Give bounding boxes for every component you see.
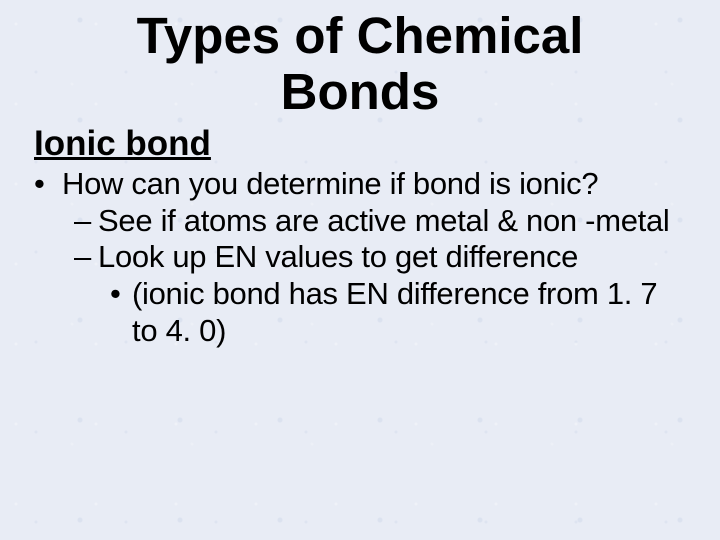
dash-marker: – xyxy=(74,203,98,240)
bullet-level-2: –See if atoms are active metal & non -me… xyxy=(74,203,690,240)
bullet-level-1: •How can you determine if bond is ionic? xyxy=(34,166,690,203)
bullet-text: (ionic bond has EN difference from 1. 7 … xyxy=(132,276,686,349)
section-heading: Ionic bond xyxy=(34,124,690,164)
dash-marker: – xyxy=(74,239,98,276)
bullet-marker: • xyxy=(34,166,62,203)
bullet-marker: • xyxy=(110,276,132,313)
slide-title: Types of Chemical Bonds xyxy=(30,8,690,120)
bullet-level-2: –Look up EN values to get difference xyxy=(74,239,690,276)
bullet-text: Look up EN values to get difference xyxy=(98,239,686,276)
bullet-level-3: •(ionic bond has EN difference from 1. 7… xyxy=(110,276,690,349)
bullet-text: See if atoms are active metal & non -met… xyxy=(98,203,686,240)
bullet-text: How can you determine if bond is ionic? xyxy=(62,166,686,203)
